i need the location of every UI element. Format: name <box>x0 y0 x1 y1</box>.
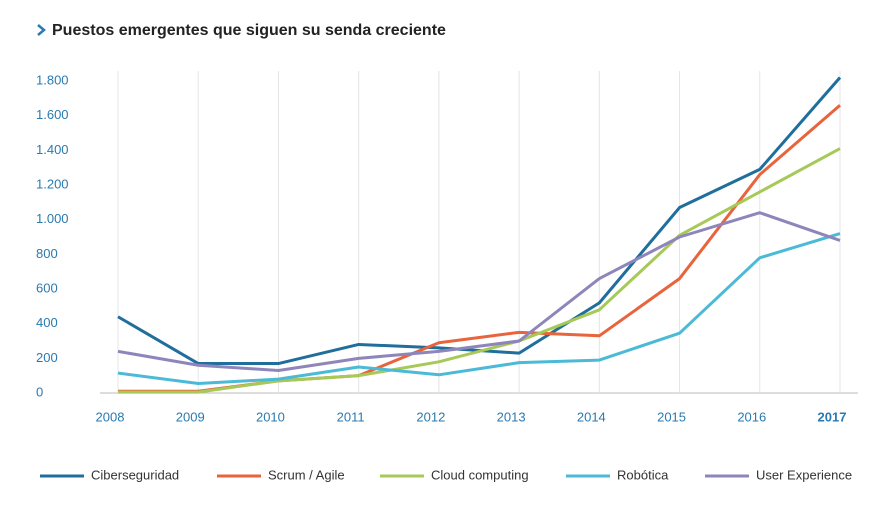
series-line <box>118 104 841 393</box>
y-tick-label: 0 <box>36 384 43 399</box>
x-tick-label: 2012 <box>416 409 445 424</box>
x-tick-label: 2014 <box>577 409 606 424</box>
y-tick-label: 1.400 <box>36 142 69 157</box>
x-tick-label: 2010 <box>256 409 285 424</box>
chart-title: Puestos emergentes que siguen su senda c… <box>52 22 446 39</box>
legend-label: Ciberseguridad <box>91 467 179 482</box>
y-tick-label: 200 <box>36 350 58 365</box>
x-tick-label: 2008 <box>96 409 125 424</box>
x-tick-label: 2016 <box>737 409 766 424</box>
y-tick-label: 800 <box>36 246 58 261</box>
x-tick-label: 2015 <box>657 409 686 424</box>
y-tick-label: 400 <box>36 315 58 330</box>
legend-label: Scrum / Agile <box>268 467 345 482</box>
series-line <box>118 147 841 394</box>
x-tick-label: 2011 <box>337 409 365 424</box>
y-tick-label: 600 <box>36 280 58 295</box>
title-marker <box>37 24 46 36</box>
series-line <box>117 211 841 372</box>
series-line <box>117 232 841 385</box>
y-tick-label: 1.000 <box>36 211 69 226</box>
legend-label: Cloud computing <box>431 467 529 482</box>
x-tick-label: 2009 <box>176 409 205 424</box>
y-tick-label: 1.200 <box>36 176 69 191</box>
legend-label: Robótica <box>617 467 669 482</box>
y-tick-label: 1.800 <box>36 72 69 87</box>
x-tick-label: 2017 <box>818 409 847 424</box>
x-tick-label: 2013 <box>497 409 526 424</box>
y-tick-label: 1.600 <box>36 107 69 122</box>
legend-label: User Experience <box>756 467 852 482</box>
